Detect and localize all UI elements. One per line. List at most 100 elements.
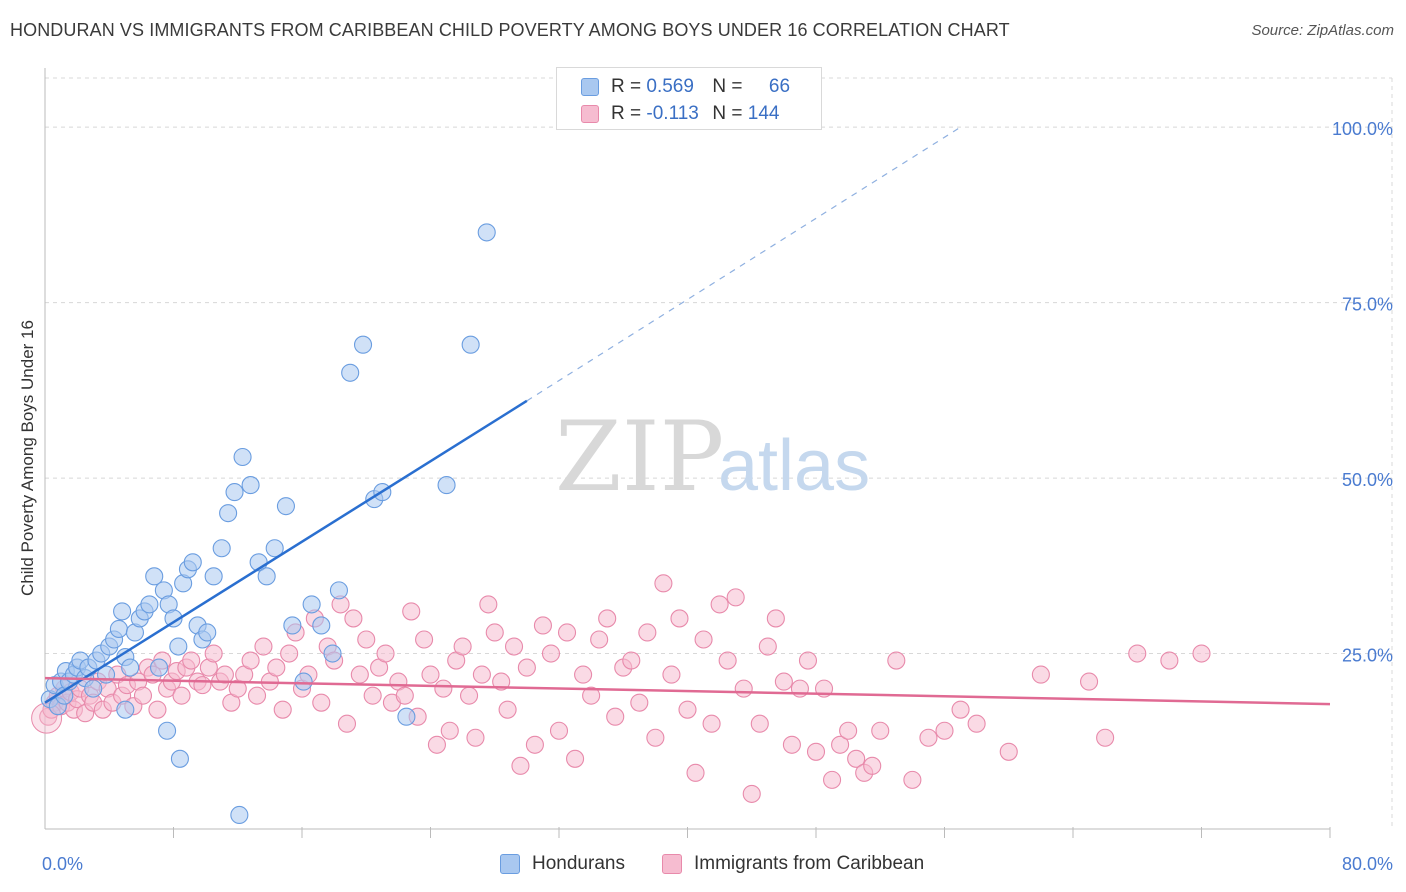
caribbean-point: [193, 676, 212, 695]
caribbean-point: [337, 714, 357, 733]
x-tick-label: 80.0%: [1342, 854, 1393, 874]
y-tick-label: 100.0%: [1332, 119, 1393, 139]
caribbean-point: [204, 644, 223, 663]
series-hondurans-points: [40, 223, 496, 825]
honduran-point: [149, 658, 169, 677]
trend-lines: [44, 126, 1331, 706]
legend-label-caribbean: Immigrants from Caribbean: [694, 853, 925, 874]
y-tick-label: 75.0%: [1342, 295, 1393, 315]
caribbean-point: [485, 623, 504, 642]
honduran-point: [121, 658, 140, 677]
caribbean-point: [504, 637, 524, 656]
honduran-point: [140, 595, 159, 614]
caribbean-point: [241, 651, 260, 670]
caribbean-point: [999, 742, 1018, 761]
caribbean-point: [646, 728, 665, 747]
caribbean-point: [734, 679, 753, 698]
honduran-point: [329, 581, 348, 600]
honduran-point: [169, 637, 188, 656]
honduran-point: [477, 223, 496, 242]
caribbean-point: [247, 686, 267, 705]
caribbean-point: [312, 693, 331, 712]
honduran-point: [323, 644, 342, 663]
caribbean-point: [466, 728, 485, 747]
honduran-point: [225, 483, 244, 502]
caribbean-point: [427, 735, 446, 754]
honduran-point: [276, 497, 295, 516]
honduran-point: [212, 539, 231, 558]
caribbean-point: [344, 609, 363, 628]
caribbean-point: [280, 644, 299, 663]
caribbean-point: [582, 686, 601, 705]
legend-r-value: -0.113: [646, 103, 699, 124]
caribbean-point: [574, 665, 593, 684]
honduran-point: [219, 504, 238, 523]
honduran-point: [241, 476, 260, 495]
watermark: ZIP atlas: [555, 401, 870, 513]
caribbean-point: [710, 595, 729, 614]
honduran-point: [158, 721, 177, 740]
caribbean-point: [1160, 651, 1179, 670]
honduran-point: [170, 749, 189, 768]
caribbean-point: [919, 728, 938, 747]
caribbean-point: [750, 714, 769, 733]
caribbean-point: [766, 609, 785, 628]
honduran-point: [116, 700, 135, 719]
caribbean-point: [726, 588, 745, 607]
caribbean-point: [549, 721, 569, 740]
y-tick-label: 50.0%: [1342, 470, 1393, 490]
tick-labels: 25.0% 50.0% 75.0% 100.0% 0.0% 80.0%: [42, 119, 1393, 874]
legend-swatch-blue: [500, 854, 520, 874]
caribbean-point: [182, 651, 201, 670]
caribbean-point: [267, 658, 286, 677]
caribbean-point: [863, 756, 882, 775]
honduran-point: [84, 679, 103, 698]
legend-n-label: N =: [712, 103, 743, 124]
legend-r-label: R =: [611, 103, 642, 124]
honduran-point: [294, 672, 313, 691]
y-tick-label: 25.0%: [1342, 646, 1393, 666]
caribbean-point: [215, 665, 234, 684]
bottom-legend-caribbean: Immigrants from Caribbean: [662, 852, 924, 876]
caribbean-point: [525, 735, 544, 754]
caribbean-point: [702, 714, 721, 733]
caribbean-point: [590, 630, 609, 649]
caribbean-point: [694, 630, 713, 649]
y-axis-label: Child Poverty Among Boys Under 16: [18, 320, 37, 596]
legend-n-value: 66: [768, 76, 791, 97]
caribbean-point: [1128, 644, 1147, 663]
honduran-point: [341, 363, 360, 382]
honduran-point: [397, 707, 416, 726]
caribbean-point: [459, 686, 479, 705]
caribbean-point: [967, 714, 986, 733]
caribbean-point: [148, 700, 167, 719]
honduran-point: [233, 447, 252, 467]
caribbean-point: [472, 665, 491, 684]
caribbean-point: [517, 658, 536, 677]
caribbean-point: [1096, 728, 1115, 747]
honduran-point: [437, 476, 456, 495]
caribbean-point: [363, 686, 382, 705]
caribbean-point: [402, 602, 421, 621]
caribbean-point: [782, 735, 801, 754]
honduran-point: [204, 567, 223, 586]
caribbean-point: [273, 700, 292, 719]
caribbean-point: [421, 665, 440, 684]
honduran-point: [461, 335, 480, 354]
caribbean-point: [1192, 644, 1211, 663]
legend-swatch-pink: [662, 854, 682, 874]
honduran-point: [353, 335, 373, 354]
caribbean-point: [415, 630, 434, 649]
correlation-legend: R = 0.569 N = 66 R = -0.113 N = 144: [556, 67, 822, 130]
watermark-atlas: atlas: [718, 426, 870, 506]
caribbean-point: [839, 721, 858, 740]
caribbean-point: [670, 609, 689, 628]
bottom-legend-hondurans: Hondurans: [500, 852, 625, 876]
honduran-point: [312, 616, 331, 635]
caribbean-point: [630, 693, 649, 712]
caribbean-point: [798, 651, 818, 670]
chart-title: HONDURAN VS IMMIGRANTS FROM CARIBBEAN CH…: [10, 20, 1010, 40]
honduran-point: [257, 567, 276, 586]
caribbean-point: [357, 630, 376, 649]
legend-swatch-pink: [581, 105, 599, 123]
